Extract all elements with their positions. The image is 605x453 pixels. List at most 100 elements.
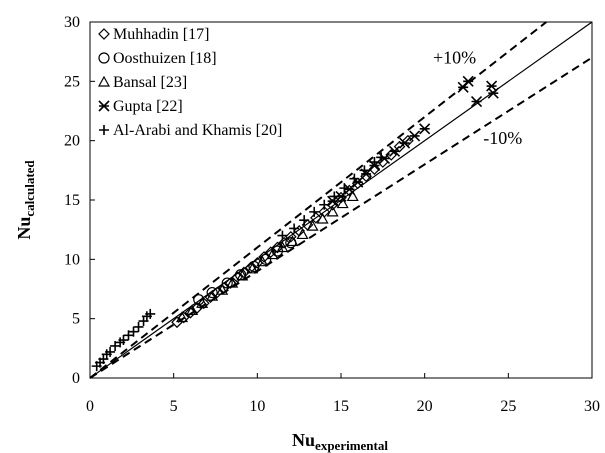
y-tick-label: 20 [64,133,80,150]
legend-item: Al-Arabi and Khamis [20] [99,122,282,139]
plus-point [105,346,116,357]
y-axis-title-sub: calculated [22,160,37,217]
plus-point [329,191,340,202]
x-tick-label: 30 [584,398,600,415]
triangle-point [326,205,339,217]
diamond-point [385,149,398,161]
triangle-point [296,228,309,240]
diamond-point [258,251,270,263]
y-tick-label: 0 [72,370,80,387]
legend-marker-diamond [98,28,110,40]
diamond-point [231,271,244,283]
legend-marker-plus [99,125,109,135]
triangle-point [196,297,209,308]
triangle-point [256,255,269,267]
circle-point [248,260,260,273]
triangle-point [236,269,249,281]
x-tick-label: 20 [417,398,433,415]
y-tick-label: 10 [64,251,80,268]
plus-point [339,183,350,194]
x-tick-label: 0 [86,398,94,415]
legend-label: Oosthuizen [18] [113,50,217,67]
plus-point [123,330,134,341]
y-axis-title: Nucalculated [14,160,37,240]
plus-point [277,230,288,241]
diamond-point [326,198,339,211]
diamond-point [368,163,381,175]
triangle-point [226,276,239,288]
y-tick-label: 5 [72,311,80,328]
legend-marker-triangle [97,75,111,87]
legend-item: Bansal [23] [97,74,187,91]
plus-point [128,326,139,337]
triangle-point [176,311,189,323]
diamond-point [238,266,250,279]
asterisk-point [486,80,498,92]
circle-point [221,277,233,289]
legend-item: Muhhadin [17] [98,26,209,43]
x-tick-label: 5 [170,398,178,415]
triangle-point [276,241,289,253]
y-axis-title-main: Nu [14,217,34,240]
triangle-point [186,304,199,315]
annotation-label: +10% [433,48,476,68]
legend-item: Oosthuizen [18] [98,50,217,67]
series-triangle [176,190,359,323]
asterisk-point [343,183,355,195]
triangle-point [266,248,279,260]
legend: Muhhadin [17] Oosthuizen [18] Bansal [23] G… [97,26,282,139]
x-axis-title: Nuexperimental [292,430,388,453]
series-plus [91,152,387,372]
plus-point [118,335,129,346]
diamond-point [184,306,197,319]
series-circle [193,237,297,306]
legend-label: Bansal [23] [113,74,187,91]
plus-point [359,165,370,176]
plus-point [376,152,387,163]
x-tick-label: 15 [333,398,349,415]
x-tick-label: 25 [500,398,516,415]
asterisk-point [399,137,411,149]
legend-marker-asterisk [98,100,110,112]
triangle-point [216,283,229,295]
triangle-point [316,212,329,224]
legend-marker-circle [98,52,110,64]
legend-label: Muhhadin [17] [113,26,209,43]
asterisk-point [419,123,431,135]
diamond-point [204,291,217,304]
diamond-point [191,302,203,314]
reference-line [89,21,593,379]
triangle-point [246,262,259,274]
asterisk-point [470,95,483,108]
x-axis-title-main: Nu [292,430,315,450]
triangle-point [206,289,219,301]
plus-point [309,206,320,217]
diamond-point [284,230,297,243]
triangle-point [336,197,349,209]
diamond-point [310,211,322,224]
triangle-point [286,235,299,247]
y-tick-label: 25 [64,73,80,90]
plus-point [289,223,300,234]
circle-point [206,286,218,299]
y-tick-label: 30 [64,14,80,31]
legend-label: Gupta [22] [113,98,183,115]
annotation-label: -10% [483,128,522,148]
triangle-point [306,219,319,231]
asterisk-point [388,145,401,157]
y-tick-label: 15 [64,192,80,209]
diamond-point [211,286,224,299]
plus-point [133,321,144,332]
asterisk-point [409,130,421,142]
reference-line [89,56,593,379]
plus-point [145,308,156,319]
data-points [91,75,499,372]
asterisk-point [487,87,499,99]
axis-ticks: 0 5 10 15 20 25 30 0 5 10 15 20 25 30 [64,14,600,415]
triangle-point [346,190,359,202]
diamond-point [278,236,290,249]
plus-point [349,173,360,184]
asterisk-point [462,75,474,87]
plus-point [369,157,380,168]
